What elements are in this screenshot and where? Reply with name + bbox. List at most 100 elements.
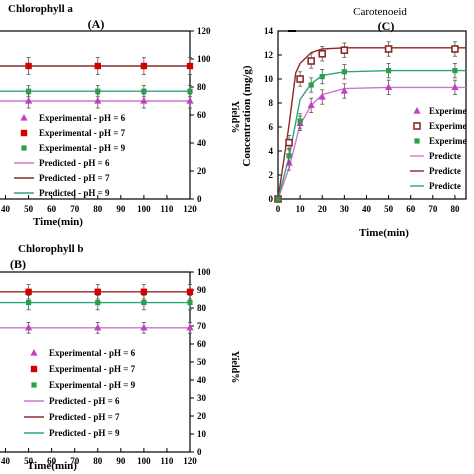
marker-square	[95, 300, 101, 306]
marker-triangle	[340, 87, 348, 94]
x-tick-label: 60	[406, 204, 416, 214]
marker-square	[385, 68, 392, 74]
panel-label: (B)	[10, 257, 26, 271]
y-tick-label: 70	[197, 321, 207, 331]
x-tick-label: 80	[450, 204, 460, 214]
legend-label: Predicted - pH = 6	[49, 396, 120, 406]
legend-label: Experimental - pH = 7	[39, 128, 126, 138]
x-axis-label: Time(min)	[359, 227, 409, 239]
legend-item: Predicte	[410, 181, 461, 191]
marker-square-open	[307, 57, 315, 65]
marker-triangle	[30, 349, 38, 356]
marker-square	[25, 288, 32, 295]
marker-square	[141, 88, 147, 94]
chart-title: Chlorophyll a	[8, 3, 73, 15]
legend-label: Experimental - pH = 7	[49, 364, 136, 374]
marker-triangle	[318, 93, 326, 100]
legend-item: Experime	[414, 136, 467, 146]
y-tick-label: 60	[197, 110, 207, 120]
series-line	[278, 69, 466, 199]
marker-triangle	[451, 83, 459, 90]
x-tick-label: 120	[183, 204, 197, 214]
x-tick-label: 30	[340, 204, 350, 214]
x-tick-label: 70	[428, 204, 438, 214]
legend-label: Experime	[429, 136, 467, 146]
marker-square-open	[285, 138, 293, 147]
legend-item: Predicted - pH = 7	[14, 173, 110, 183]
legend-label: Predicted - pH = 9	[39, 188, 110, 198]
marker-square	[319, 74, 325, 80]
marker-triangle	[186, 97, 194, 104]
legend-item: Experimental - pH = 9	[31, 380, 136, 390]
x-tick-label: 100	[137, 204, 151, 214]
legend: Experimental - pH = 6 Experimental - pH =…	[24, 348, 136, 438]
y-tick-label: 20	[197, 411, 207, 421]
marker-square	[21, 145, 27, 151]
legend-label: Predicte	[429, 181, 461, 191]
marker-square	[452, 68, 458, 74]
legend-item: Predicte	[410, 166, 461, 176]
legend-item: Predicted - pH = 9	[24, 428, 120, 438]
y-tick-label: 10	[197, 429, 207, 439]
y-tick-label: 30	[197, 393, 207, 403]
x-tick-label: 40	[1, 204, 11, 214]
y-tick-label: 120	[197, 26, 211, 36]
legend-label: Experimental - pH = 9	[39, 143, 126, 153]
x-tick-label: 90	[116, 456, 126, 466]
legend-item: Experimental - pH = 7	[30, 364, 136, 374]
panel-chlorophyll-b: Chlorophyll b (B) 40 50 60 70 80 90 100 110 1200…	[0, 243, 240, 472]
y-tick-label: 10	[264, 74, 274, 84]
x-tick-label: 50	[24, 204, 34, 214]
y-tick-label: 50	[197, 357, 207, 367]
marker-square-open	[384, 45, 393, 53]
marker-square	[95, 88, 101, 94]
y-tick-label: 60	[197, 339, 207, 349]
legend-label: Predicted - pH = 9	[49, 428, 120, 438]
legend-label: Predicted - pH = 6	[39, 158, 110, 168]
marker-square	[20, 129, 28, 137]
marker-square	[94, 288, 101, 295]
legend: Experimental - pH = 6 Experimental - pH =…	[14, 113, 126, 198]
marker-square	[186, 288, 194, 295]
x-tick-label: 70	[70, 204, 80, 214]
marker-square-open	[296, 75, 304, 83]
legend-label: Predicted - pH = 7	[39, 173, 110, 183]
marker-square	[187, 300, 193, 306]
legend-label: Predicte	[429, 151, 461, 161]
y-tick-label: 20	[197, 166, 207, 176]
legend-label: Experimental - pH = 6	[39, 113, 126, 123]
legend-item: Predicted - pH = 6	[14, 158, 110, 168]
marker-square-open	[413, 122, 421, 130]
x-tick-label: 40	[1, 456, 11, 466]
series-line	[278, 86, 466, 199]
marker-square	[286, 153, 292, 159]
marker-triangle	[140, 97, 148, 104]
x-tick-label: 100	[137, 456, 151, 466]
marker-square-open	[340, 46, 349, 55]
marker-square	[141, 300, 147, 306]
marker-square	[94, 62, 101, 70]
y-tick-label: 0	[197, 194, 202, 204]
legend-item: Predicte	[410, 151, 461, 161]
legend-item: Experime	[413, 121, 467, 131]
legend-label: Predicted - pH = 7	[49, 412, 120, 422]
x-tick-label: 110	[160, 204, 174, 214]
y-tick-label: 90	[197, 285, 207, 295]
marker-square-open	[451, 45, 459, 53]
marker-triangle	[140, 323, 148, 331]
y-tick-label: 8	[269, 98, 274, 108]
marker-square	[414, 138, 420, 144]
x-tick-label: 50	[24, 456, 34, 466]
marker-square	[140, 62, 148, 70]
panel-label: (C)	[378, 19, 395, 33]
y-tick-label: 100	[197, 54, 211, 64]
marker-triangle	[186, 323, 194, 331]
legend-item: Experime	[413, 106, 467, 116]
panel-label: (A)	[88, 17, 105, 31]
marker-triangle	[307, 101, 315, 108]
legend-item: Experimental - pH = 6	[30, 348, 136, 358]
y-tick-label: 40	[197, 138, 207, 148]
marker-triangle	[94, 323, 102, 331]
